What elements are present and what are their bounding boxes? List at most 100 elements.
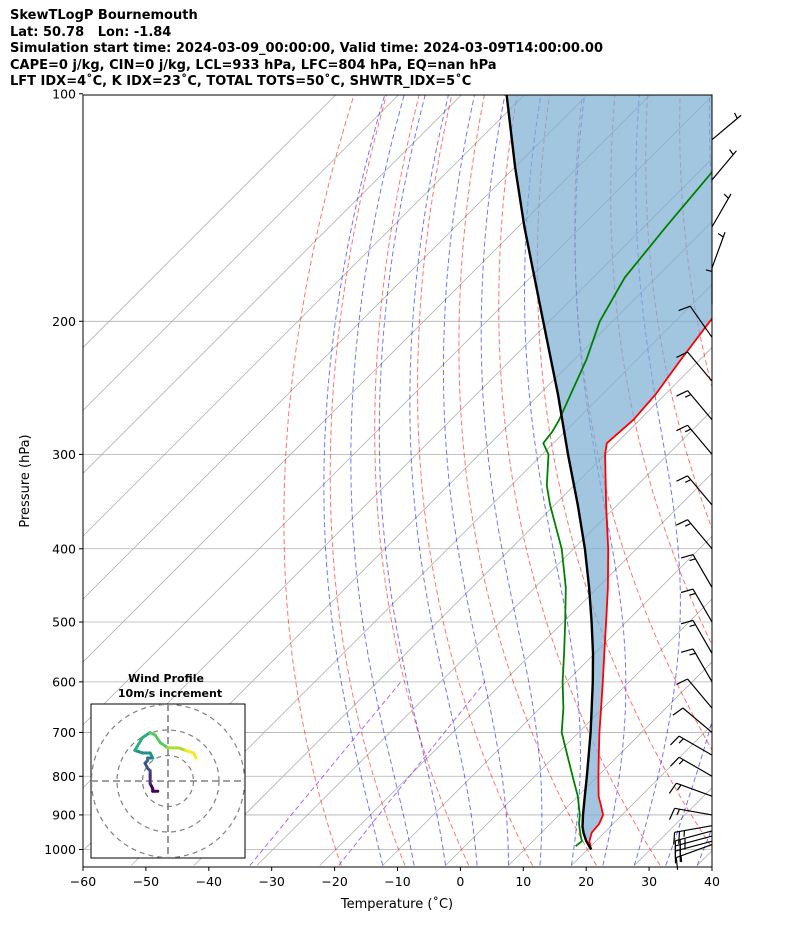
barb-half-flag (684, 479, 692, 483)
barb-flag (676, 519, 688, 526)
barb-shaft (676, 782, 713, 797)
barb-shaft (711, 193, 732, 228)
dry-adiabat-line (778, 94, 794, 866)
barb-shaft (674, 807, 713, 816)
barb-shaft (676, 843, 713, 859)
y-tick-label: 100 (52, 86, 76, 101)
wind-barb (680, 588, 713, 623)
isotherm-line (83, 95, 337, 349)
moist-adiabat-line (378, 95, 447, 866)
dry-adiabat-line (417, 95, 534, 866)
wind-barb (705, 266, 713, 305)
isotherm-line (319, 472, 712, 866)
time-line: Simulation start time: 2024-03-09_00:00:… (10, 41, 603, 56)
barb-flag (678, 831, 681, 844)
x-tick-label: 10 (515, 874, 531, 889)
barb-half-flag (677, 784, 682, 791)
y-axis-label: Pressure (hPa) (18, 434, 33, 527)
y-tick-label: 400 (52, 541, 76, 556)
moist-adiabat-line (524, 95, 581, 866)
wind-barb (668, 782, 713, 797)
isotherm-line (760, 94, 794, 866)
moist-adiabat-line (729, 94, 794, 866)
hodograph-segment (153, 733, 162, 745)
wind-barb (673, 825, 713, 845)
wind-barb (680, 619, 713, 654)
mixing-ratio-line (338, 681, 486, 866)
barb-shaft (674, 825, 713, 833)
y-tick-label: 700 (52, 725, 76, 740)
dry-adiabat-line (745, 94, 794, 866)
barb-flag (680, 648, 694, 653)
moist-adiabat-line (760, 94, 794, 866)
isotherm-line (83, 95, 588, 600)
chart-header: SkewTLogP Bournemouth Lat: 50.78 Lon: -1… (10, 8, 603, 91)
y-tick-label: 500 (52, 615, 76, 630)
barb-shaft (687, 424, 713, 455)
chart-title: SkewTLogP Bournemouth (10, 8, 198, 23)
wind-barb (711, 149, 737, 181)
barb-shaft (711, 232, 726, 269)
hodograph-segment (141, 731, 152, 740)
wind-barb (670, 756, 713, 777)
barb-shaft (687, 519, 713, 550)
barb-shaft (675, 830, 713, 842)
moist-adiabat-line (480, 95, 543, 866)
barb-flag (668, 808, 676, 820)
barb-half-flag (717, 232, 724, 238)
hodograph-inset: Wind Profile 10m/s increment (90, 672, 246, 859)
barb-flag (676, 390, 688, 397)
moist-adiabat-line (350, 95, 415, 866)
y-tick-label: 900 (52, 807, 76, 822)
wind-barb (711, 193, 732, 228)
wind-barb (676, 351, 713, 382)
temperature-line (588, 317, 712, 850)
barb-shaft (678, 735, 713, 756)
wind-barb (711, 232, 726, 269)
wind-barb (711, 112, 742, 141)
barb-shaft (675, 835, 713, 847)
dry-adiabat-line (329, 95, 406, 866)
wind-barb (674, 830, 713, 854)
barb-shaft (711, 150, 737, 181)
x-tick-label: −30 (259, 874, 285, 889)
wind-barb (676, 678, 713, 709)
wind-barb (680, 648, 713, 683)
barb-flag (672, 707, 684, 716)
wind-barb (678, 305, 713, 338)
wind-barb (675, 843, 713, 870)
barb-flag (676, 475, 688, 482)
dry-adiabat-line (645, 95, 712, 530)
barb-flag (670, 735, 680, 746)
barb-shaft (711, 114, 742, 141)
hodograph-segment (133, 736, 144, 752)
x-tick-label: −50 (133, 874, 159, 889)
barb-flag (676, 351, 688, 358)
barb-half-flag (680, 855, 683, 863)
mixing-ratio-line (249, 681, 402, 866)
location-line: Lat: 50.78 Lon: -1.84 (10, 24, 172, 40)
barb-shaft (678, 756, 713, 777)
barb-shaft (687, 390, 713, 421)
barb-flag (673, 832, 676, 845)
isotherm-line (83, 95, 525, 537)
indices-line: LFT IDX=4˚C, K IDX=23˚C, TOTAL TOTS=50˚C… (10, 74, 472, 89)
x-axis-label: Temperature (˚C) (340, 896, 453, 912)
parcel-line (505, 95, 595, 851)
barb-flag (678, 305, 691, 312)
barb-half-flag (705, 269, 713, 273)
wind-barbs (668, 112, 742, 870)
wind-barb (676, 424, 713, 455)
wind-barb (680, 553, 713, 588)
dry-adiabat-line (283, 95, 355, 866)
barb-half-flag (729, 149, 734, 155)
barb-half-flag (684, 393, 692, 398)
y-tick-label: 300 (52, 447, 76, 462)
barb-shaft (689, 305, 713, 338)
isotherm-line (382, 535, 712, 866)
barb-flag (680, 553, 694, 559)
dry-adiabat-line (458, 95, 597, 866)
barb-flag (680, 588, 694, 594)
barb-half-flag (689, 592, 696, 596)
hodograph-segment (158, 741, 170, 750)
